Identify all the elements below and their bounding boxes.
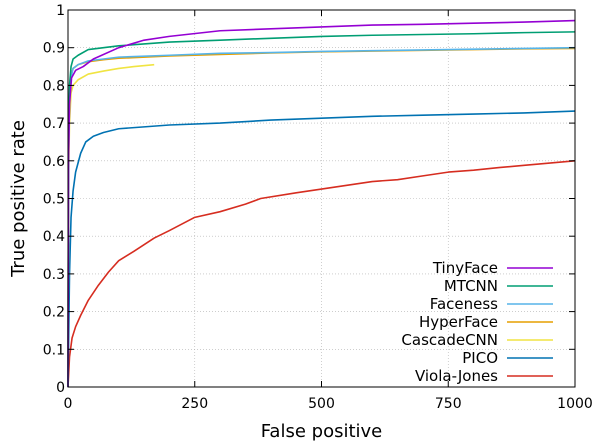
legend-label-pico: PICO xyxy=(462,349,498,367)
legend-label-hyperface: HyperFace xyxy=(419,313,498,331)
legend-label-mtcnn: MTCNN xyxy=(444,277,498,295)
series-line-cascadecnn xyxy=(67,63,155,388)
plot-frame xyxy=(67,9,576,388)
legend-label-cascadecnn: CascadeCNN xyxy=(401,331,498,349)
legend-label-tinyface: TinyFace xyxy=(432,259,498,277)
series-line-pico xyxy=(67,110,576,388)
x-tick-label: 500 xyxy=(308,396,335,412)
legend-label-faceness: Faceness xyxy=(430,295,498,313)
y-tick-label: 0.8 xyxy=(43,78,65,94)
axis-ticks: 0 0.1 0.2 0.3 0.4 0.5 0.6 0.7 0.8 0.9 1 0 250 500 750 1… xyxy=(43,3,593,412)
series-line-tinyface xyxy=(67,19,576,388)
x-axis-title: False positive xyxy=(261,421,383,442)
series-line-mtcnn xyxy=(67,31,576,388)
x-tick-label: 750 xyxy=(435,396,462,412)
series-line-viola-jones xyxy=(67,160,576,388)
x-tick-label: 0 xyxy=(64,396,73,412)
y-tick-label: 0.4 xyxy=(43,229,65,245)
y-axis-title: True positive rate xyxy=(8,120,29,278)
y-tick-label: 0.9 xyxy=(43,41,65,57)
legend-label-viola-jones: Viola-Jones xyxy=(415,367,498,385)
y-tick-label: 1 xyxy=(56,3,65,19)
y-tick-label: 0.2 xyxy=(43,305,65,321)
grid-lines xyxy=(68,10,575,387)
y-tick-label: 0.6 xyxy=(43,154,65,170)
legend: TinyFaceMTCNNFacenessHyperFaceCascadeCNN… xyxy=(401,259,553,385)
y-tick-label: 0.3 xyxy=(43,267,65,283)
y-tick-label: 0 xyxy=(56,380,65,396)
x-tick-label: 250 xyxy=(181,396,208,412)
y-tick-label: 0.5 xyxy=(43,192,65,208)
y-tick-label: 0.1 xyxy=(43,342,65,358)
series-lines xyxy=(67,19,576,388)
x-tick-label: 1000 xyxy=(557,396,593,412)
y-tick-label: 0.7 xyxy=(43,116,65,132)
